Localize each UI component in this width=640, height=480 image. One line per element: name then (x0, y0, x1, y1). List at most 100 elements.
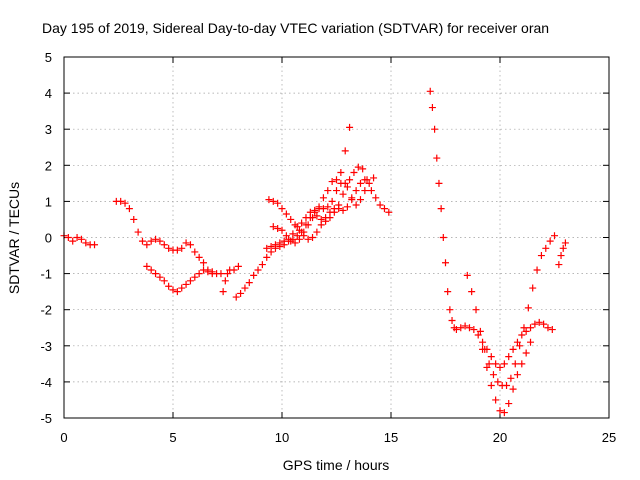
data-point (470, 326, 478, 334)
data-point (483, 363, 491, 371)
data-point (195, 253, 203, 261)
data-point (507, 374, 515, 382)
data-point (287, 215, 295, 223)
data-point (442, 259, 449, 267)
data-point (73, 234, 81, 241)
data-point (511, 360, 519, 368)
data-point (254, 266, 262, 274)
data-point (271, 241, 279, 249)
data-point (324, 187, 332, 195)
data-point (330, 208, 338, 216)
data-point (169, 286, 177, 294)
data-point (548, 326, 556, 334)
data-point (557, 252, 565, 260)
data-point (191, 273, 199, 281)
y-tick-label: -5 (40, 411, 52, 426)
data-point (298, 219, 306, 227)
data-point (263, 244, 271, 252)
data-point (452, 326, 460, 334)
data-point (219, 288, 227, 296)
data-point (311, 208, 319, 216)
data-point (91, 241, 99, 249)
data-point (500, 360, 508, 368)
data-point (439, 234, 447, 241)
data-point (265, 196, 273, 204)
data-point (361, 176, 369, 184)
y-axis-label: SDTVAR / TECUs (6, 182, 22, 294)
data-point (282, 232, 290, 240)
data-point (492, 396, 500, 404)
data-point (195, 270, 203, 278)
data-point (125, 205, 133, 213)
data-point (341, 147, 349, 155)
data-point (461, 322, 469, 330)
data-point (324, 203, 332, 211)
data-point (350, 169, 358, 177)
data-point (551, 232, 558, 240)
y-tick-label: -3 (40, 339, 52, 354)
data-point (346, 123, 354, 131)
data-point (546, 237, 554, 245)
data-point (250, 271, 258, 279)
data-point (263, 253, 271, 261)
data-point (295, 235, 303, 243)
data-point (317, 215, 325, 223)
data-point (302, 214, 310, 222)
x-tick-label: 20 (493, 430, 507, 445)
data-point (352, 187, 360, 195)
data-point (245, 279, 253, 287)
data-point (304, 235, 312, 243)
data-point (505, 353, 513, 361)
data-point (335, 205, 343, 213)
data-point (522, 327, 530, 335)
data-point (428, 104, 436, 112)
data-point (531, 320, 539, 328)
data-points (60, 87, 569, 417)
x-tick-label: 5 (169, 430, 176, 445)
data-point (468, 288, 476, 296)
data-point (269, 197, 277, 205)
data-point (385, 208, 393, 216)
data-point (489, 371, 497, 379)
data-point (544, 324, 552, 332)
data-point (313, 228, 321, 236)
data-point (527, 324, 535, 332)
data-point (561, 239, 569, 247)
data-point (186, 241, 194, 249)
y-tick-label: 4 (45, 86, 52, 101)
data-point (309, 214, 317, 222)
data-point (291, 221, 299, 229)
data-point (465, 324, 473, 332)
data-point (121, 199, 129, 207)
data-point (309, 234, 317, 241)
data-point (479, 345, 487, 353)
data-point (361, 187, 369, 195)
data-point (487, 382, 495, 390)
data-point (365, 179, 373, 187)
data-point (542, 244, 550, 252)
data-point (509, 345, 517, 353)
data-point (278, 205, 286, 213)
y-tick-label: 5 (45, 50, 52, 65)
data-point (241, 284, 249, 292)
data-point (274, 224, 282, 232)
data-point (200, 266, 208, 274)
data-point (457, 324, 465, 332)
data-point (540, 320, 548, 328)
data-point (380, 205, 388, 213)
data-point (173, 288, 181, 296)
data-point (182, 280, 190, 288)
data-point (156, 237, 164, 245)
grid-lines (64, 57, 609, 418)
data-point (535, 318, 543, 326)
data-point (529, 284, 537, 292)
data-point (513, 338, 521, 346)
data-point (134, 228, 142, 236)
data-point (496, 407, 504, 415)
data-point (524, 304, 532, 312)
data-point (69, 237, 77, 245)
data-point (322, 217, 330, 225)
data-point (152, 270, 160, 278)
data-point (304, 221, 312, 229)
data-point (520, 324, 528, 332)
